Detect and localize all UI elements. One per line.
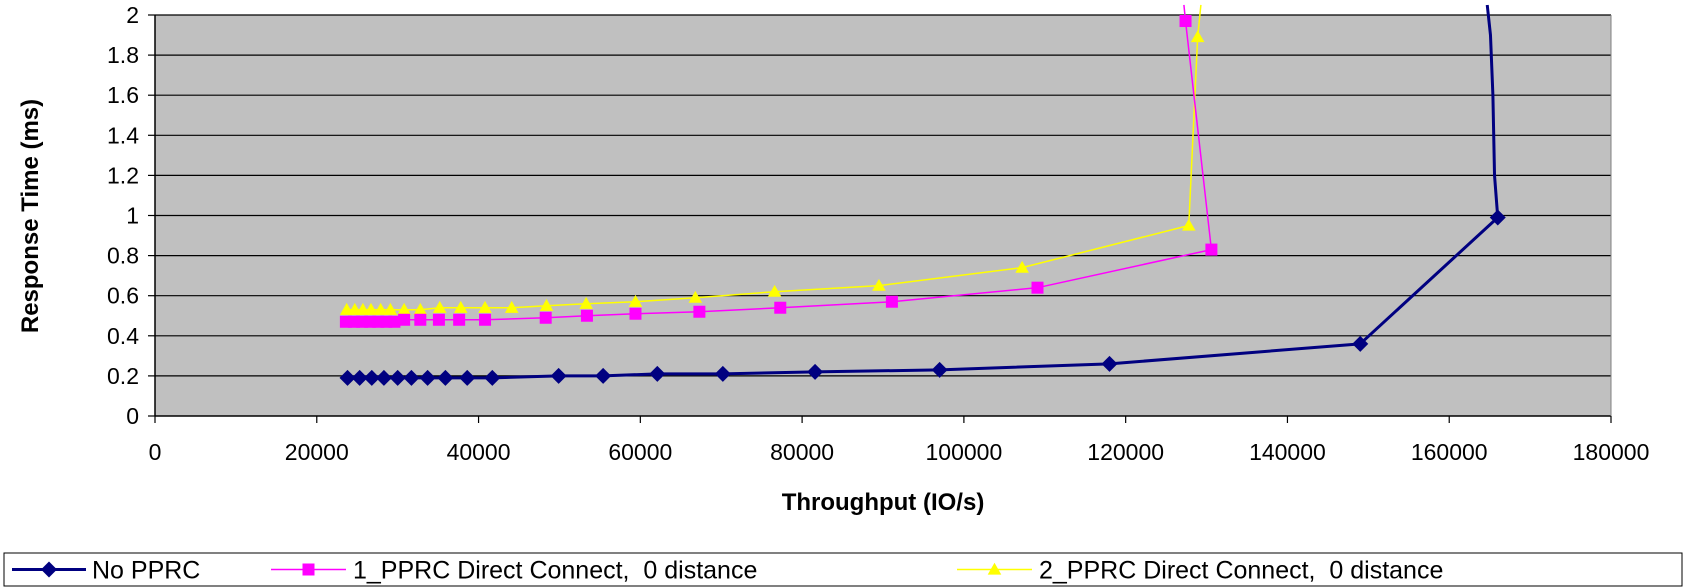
series-2-point-6 bbox=[397, 302, 411, 315]
y-tick-label-7: 1.4 bbox=[107, 122, 139, 148]
series-line-2 bbox=[346, 4, 1202, 311]
series-2-point-10 bbox=[478, 300, 492, 313]
series-2-point-17 bbox=[872, 278, 886, 291]
x-tick-label-2: 40000 bbox=[447, 439, 511, 465]
series-2-point-14 bbox=[628, 294, 643, 307]
x-tick-label-4: 80000 bbox=[770, 439, 834, 465]
series-2-point-8 bbox=[432, 300, 447, 313]
y-axis-title: Response Time (ms) bbox=[17, 99, 44, 333]
legend-label-0: No PPRC bbox=[92, 557, 200, 585]
series-1-point-16 bbox=[774, 301, 787, 314]
x-tick-label-8: 160000 bbox=[1411, 439, 1488, 465]
series-2-point-11 bbox=[504, 300, 519, 313]
series-1-point-14 bbox=[629, 307, 642, 320]
legend-label-1: 1_PPRC Direct Connect, 0 distance bbox=[353, 557, 757, 585]
y-tick-label-6: 1.2 bbox=[107, 162, 139, 188]
series-2-point-13 bbox=[579, 296, 593, 309]
x-tick-label-5: 100000 bbox=[926, 439, 1003, 465]
y-tick-labels: 0 0.2 0.4 0.6 0.8 1 1.2 1.4 1.6 1.8 2 bbox=[107, 2, 139, 429]
series-1-point-18 bbox=[1031, 281, 1044, 294]
y-tick-label-1: 0.2 bbox=[107, 363, 139, 389]
series-1 bbox=[339, 4, 1218, 328]
series-2-point-19 bbox=[1181, 218, 1196, 231]
series-2-point-16 bbox=[767, 284, 782, 297]
series-0-point-11 bbox=[595, 367, 612, 384]
series-2-point-4 bbox=[373, 302, 388, 315]
series-1-point-20 bbox=[1179, 15, 1192, 28]
series-2-point-9 bbox=[453, 300, 468, 313]
x-axis-title: Throughput (IO/s) bbox=[782, 489, 985, 516]
y-tick-label-5: 1 bbox=[126, 203, 139, 229]
x-tick-label-7: 140000 bbox=[1249, 439, 1326, 465]
series-1-point-19 bbox=[1205, 243, 1218, 256]
series-0-point-5 bbox=[403, 369, 420, 386]
series-2-point-20 bbox=[1190, 30, 1205, 43]
series-1-point-9 bbox=[432, 313, 445, 326]
legend: No PPRC 1_PPRC Direct Connect, 0 distance… bbox=[3, 552, 1683, 587]
y-tick-label-8: 1.6 bbox=[107, 82, 139, 108]
legend-marker-2 bbox=[987, 562, 1002, 575]
series-0-point-3 bbox=[375, 369, 392, 386]
series-0-point-2 bbox=[363, 369, 380, 386]
x-tick-label-0: 0 bbox=[149, 439, 162, 465]
series-1-point-17 bbox=[885, 295, 898, 308]
y-tick-label-4: 0.8 bbox=[107, 243, 139, 269]
x-tick-label-3: 60000 bbox=[608, 439, 672, 465]
series-2 bbox=[339, 4, 1205, 315]
y-tick-label-9: 1.8 bbox=[107, 42, 139, 68]
y-tick-label-0: 0 bbox=[126, 403, 139, 429]
series-0-point-18 bbox=[1489, 209, 1506, 226]
series-0-point-7 bbox=[437, 369, 454, 386]
series-0-point-4 bbox=[389, 369, 406, 386]
series-0-point-17 bbox=[1352, 335, 1369, 352]
series-0-point-15 bbox=[931, 361, 948, 378]
series-0-point-1 bbox=[351, 369, 368, 386]
y-tick-label-10: 2 bbox=[126, 2, 139, 28]
y-tick-label-2: 0.4 bbox=[107, 323, 139, 349]
series-0-point-10 bbox=[550, 367, 567, 384]
series-1-point-12 bbox=[539, 311, 552, 324]
series-0-point-0 bbox=[339, 369, 356, 386]
series-0-point-12 bbox=[649, 365, 666, 382]
series-1-point-8 bbox=[414, 313, 427, 326]
series-2-point-12 bbox=[539, 298, 554, 311]
x-tick-label-1: 20000 bbox=[285, 439, 349, 465]
series-0 bbox=[339, 4, 1506, 386]
y-tick-label-3: 0.6 bbox=[107, 283, 139, 309]
series-0-point-8 bbox=[459, 369, 476, 386]
series-0-point-16 bbox=[1101, 355, 1118, 372]
axes bbox=[148, 14, 1612, 423]
legend-marker-1 bbox=[302, 563, 315, 576]
x-tick-labels: 0 20000 40000 60000 80000 100000 120000 140000 1… bbox=[149, 439, 1650, 465]
series-1-point-10 bbox=[453, 313, 466, 326]
series-1-point-6 bbox=[388, 315, 401, 328]
series-2-point-18 bbox=[1015, 260, 1029, 273]
series-2-point-3 bbox=[364, 302, 378, 315]
series-0-point-13 bbox=[714, 365, 731, 382]
x-tick-label-9: 180000 bbox=[1573, 439, 1650, 465]
series-1-point-15 bbox=[693, 305, 706, 318]
series-2-point-5 bbox=[383, 302, 398, 315]
series-2-point-7 bbox=[413, 302, 428, 315]
x-tick-label-6: 120000 bbox=[1087, 439, 1164, 465]
series-1-point-13 bbox=[580, 309, 593, 322]
legend-label-2: 2_PPRC Direct Connect, 0 distance bbox=[1039, 557, 1443, 585]
grid-lines bbox=[155, 14, 1611, 377]
series-1-point-11 bbox=[479, 313, 492, 326]
series-0-point-6 bbox=[419, 369, 436, 386]
series-0-point-9 bbox=[484, 369, 501, 386]
series-1-point-7 bbox=[398, 313, 411, 326]
series-0-point-14 bbox=[807, 363, 824, 380]
series-2-point-15 bbox=[688, 290, 703, 303]
series-group bbox=[339, 4, 1506, 386]
legend-marker-0 bbox=[41, 561, 57, 578]
